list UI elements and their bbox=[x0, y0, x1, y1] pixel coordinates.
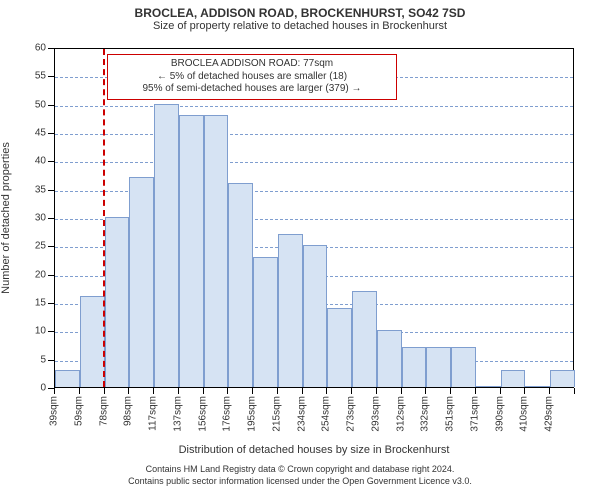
x-tick-label: 215sqm bbox=[271, 396, 282, 432]
x-tick-label: 234sqm bbox=[296, 396, 307, 432]
x-tick-label: 98sqm bbox=[123, 396, 134, 426]
y-tick-label: 55 bbox=[35, 71, 46, 82]
histogram-bar bbox=[451, 347, 476, 387]
histogram-bar bbox=[179, 115, 204, 387]
y-tick-label: 5 bbox=[40, 354, 46, 365]
histogram-bar bbox=[204, 115, 229, 387]
histogram-bar bbox=[80, 296, 105, 387]
gridline bbox=[55, 106, 573, 107]
x-tick-label: 117sqm bbox=[148, 396, 159, 431]
x-tick-label: 312sqm bbox=[395, 396, 406, 432]
x-tick-label: 293sqm bbox=[370, 396, 381, 432]
y-tick-label: 30 bbox=[35, 213, 46, 224]
gridline bbox=[55, 134, 573, 135]
source-line: Contains HM Land Registry data © Crown c… bbox=[0, 464, 600, 476]
chart-title: BROCLEA, ADDISON ROAD, BROCKENHURST, SO4… bbox=[0, 0, 600, 20]
source-line: Contains public sector information licen… bbox=[0, 476, 600, 488]
x-tick-label: 78sqm bbox=[98, 396, 109, 426]
x-tick-label: 429sqm bbox=[544, 396, 555, 432]
property-size-histogram: BROCLEA, ADDISON ROAD, BROCKENHURST, SO4… bbox=[0, 0, 600, 500]
histogram-bar bbox=[525, 386, 550, 387]
histogram-bar bbox=[105, 217, 130, 387]
x-tick-label: 39sqm bbox=[49, 396, 60, 426]
x-tick-label: 371sqm bbox=[469, 396, 480, 432]
histogram-bar bbox=[550, 370, 575, 387]
chart-subtitle: Size of property relative to detached ho… bbox=[0, 20, 600, 32]
y-tick-label: 25 bbox=[35, 241, 46, 252]
x-tick-label: 273sqm bbox=[346, 396, 357, 432]
histogram-bar bbox=[253, 257, 278, 387]
y-tick-label: 45 bbox=[35, 128, 46, 139]
y-tick-label: 40 bbox=[35, 156, 46, 167]
histogram-bar bbox=[426, 347, 451, 387]
y-tick-label: 15 bbox=[35, 298, 46, 309]
x-tick-label: 332sqm bbox=[420, 396, 431, 432]
x-tick-label: 156sqm bbox=[197, 396, 208, 432]
histogram-bar bbox=[278, 234, 303, 387]
y-tick-label: 20 bbox=[35, 269, 46, 280]
histogram-bar bbox=[327, 308, 352, 387]
x-tick-label: 137sqm bbox=[172, 396, 183, 432]
x-tick-label: 351sqm bbox=[445, 396, 456, 432]
histogram-bar bbox=[55, 370, 80, 387]
x-tick-label: 176sqm bbox=[222, 396, 233, 432]
y-tick-label: 35 bbox=[35, 184, 46, 195]
histogram-bar bbox=[402, 347, 427, 387]
y-tick-label: 60 bbox=[35, 43, 46, 54]
property-marker-line bbox=[103, 49, 105, 387]
histogram-bar bbox=[352, 291, 377, 387]
gridline bbox=[55, 162, 573, 163]
annotation-line: BROCLEA ADDISON ROAD: 77sqm bbox=[114, 58, 390, 71]
y-axis-label: Number of detached properties bbox=[0, 48, 12, 388]
histogram-bar bbox=[228, 183, 253, 387]
y-tick-label: 50 bbox=[35, 99, 46, 110]
histogram-bar bbox=[303, 245, 328, 387]
x-tick-label: 410sqm bbox=[519, 396, 530, 432]
source-attribution: Contains HM Land Registry data © Crown c… bbox=[0, 464, 600, 487]
annotation-line: 95% of semi-detached houses are larger (… bbox=[114, 83, 390, 96]
x-tick-label: 390sqm bbox=[494, 396, 505, 432]
histogram-bar bbox=[377, 330, 402, 387]
x-axis-label: Distribution of detached houses by size … bbox=[54, 444, 574, 456]
x-tick-label: 254sqm bbox=[321, 396, 332, 432]
plot-area: BROCLEA ADDISON ROAD: 77sqm← 5% of detac… bbox=[54, 48, 574, 388]
histogram-bar bbox=[476, 386, 501, 387]
y-tick-label: 10 bbox=[35, 326, 46, 337]
annotation-box: BROCLEA ADDISON ROAD: 77sqm← 5% of detac… bbox=[107, 54, 397, 100]
x-tick-label: 195sqm bbox=[247, 396, 258, 432]
histogram-bar bbox=[129, 177, 154, 387]
x-tick-label: 59sqm bbox=[73, 396, 84, 426]
histogram-bar bbox=[154, 104, 179, 387]
y-tick-label: 0 bbox=[40, 383, 46, 394]
histogram-bar bbox=[501, 370, 526, 387]
annotation-line: ← 5% of detached houses are smaller (18) bbox=[114, 71, 390, 84]
